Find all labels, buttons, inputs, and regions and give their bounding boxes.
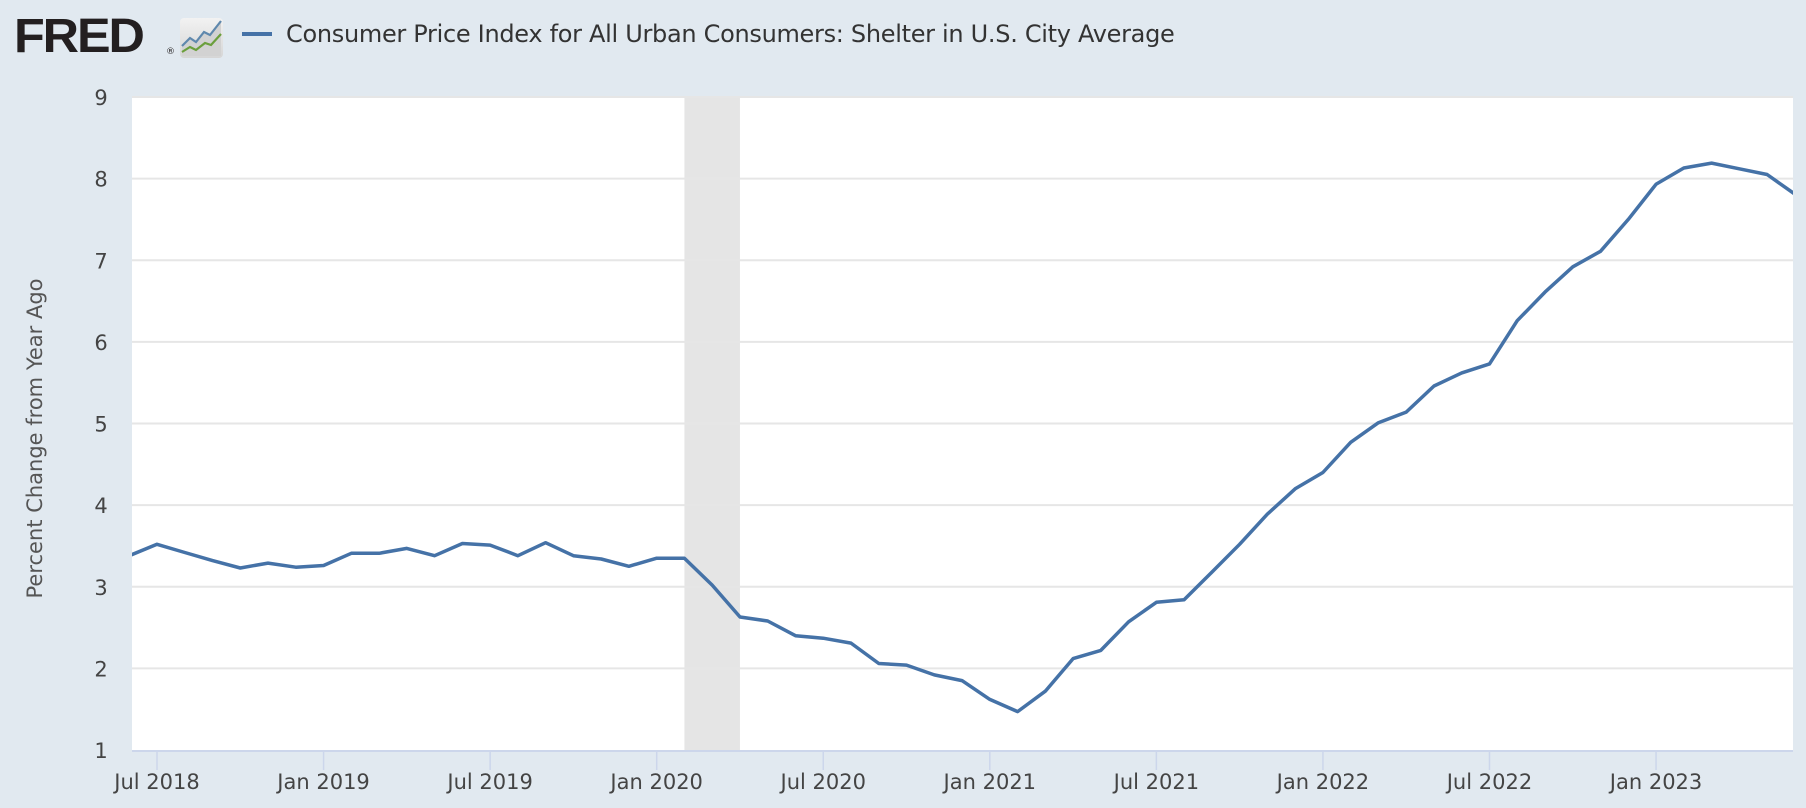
x-tick-label: Jan 2022 — [1275, 770, 1370, 794]
x-tick-label: Jul 2022 — [1445, 770, 1532, 794]
y-tick-label: 5 — [94, 413, 107, 437]
fred-logo[interactable]: FRED — [14, 10, 145, 63]
y-tick-label: 3 — [94, 576, 107, 600]
y-tick-label: 6 — [94, 331, 107, 355]
legend[interactable]: Consumer Price Index for All Urban Consu… — [242, 20, 1175, 48]
legend-label: Consumer Price Index for All Urban Consu… — [286, 20, 1175, 48]
y-tick-label: 4 — [94, 494, 107, 518]
y-tick-label: 8 — [94, 168, 107, 192]
header: FRED ® Consumer Price Index for All Urba… — [0, 0, 1806, 80]
x-tick-label: Jan 2019 — [275, 770, 370, 794]
series-group — [129, 161, 1795, 714]
y-axis: 1 2 3 4 5 6 7 8 9 — [94, 86, 107, 763]
legend-swatch — [242, 32, 272, 36]
x-tick-label: Jul 2018 — [112, 770, 199, 794]
y-tick-label: 7 — [94, 249, 107, 273]
y-axis-label: Percent Change from Year Ago — [23, 279, 47, 599]
y-tick-label: 2 — [94, 657, 107, 681]
x-tick-label: Jul 2021 — [1112, 770, 1199, 794]
line-chart-icon — [180, 18, 223, 58]
x-axis: Jul 2018 Jan 2019 Jul 2019 Jan 2020 Jul 2020… — [112, 750, 1702, 794]
y-tick-label: 1 — [94, 739, 107, 763]
x-tick-label: Jul 2019 — [445, 770, 532, 794]
registered-mark: ® — [166, 47, 175, 57]
x-tick-label: Jul 2020 — [779, 770, 866, 794]
x-tick-label: Jan 2020 — [608, 770, 703, 794]
series-line[interactable] — [129, 161, 1795, 714]
gridlines — [132, 96, 1793, 752]
x-tick-label: Jan 2021 — [942, 770, 1037, 794]
x-tick-label: Jan 2023 — [1608, 770, 1703, 794]
y-tick-label: 9 — [94, 86, 107, 110]
